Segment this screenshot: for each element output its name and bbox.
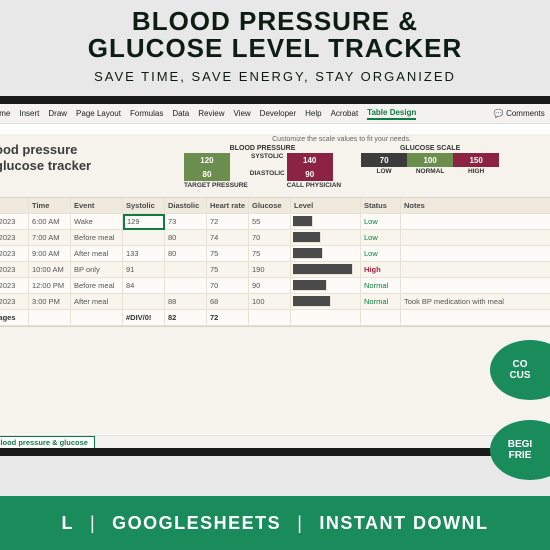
- col-glucose: Glucose: [249, 198, 291, 214]
- status-cell: Normal: [361, 294, 401, 310]
- table-row[interactable]: 6/22/20239:00 AMAfter meal133807575Low: [0, 246, 550, 262]
- bp-dia-target[interactable]: 80: [184, 167, 230, 181]
- notes-cell[interactable]: [401, 214, 550, 230]
- footer-sep-2: |: [297, 513, 303, 534]
- tab-review[interactable]: Review: [198, 109, 224, 118]
- col-status: Status: [361, 198, 401, 214]
- monitor-frame: ile Home Insert Draw Page Layout Formula…: [0, 96, 550, 456]
- tab-page-layout[interactable]: Page Layout: [76, 109, 121, 118]
- level-bar-cell: [291, 278, 361, 294]
- col-notes: Notes: [401, 198, 550, 214]
- tab-acrobat[interactable]: Acrobat: [331, 109, 359, 118]
- status-cell: High: [361, 262, 401, 278]
- col-heart-rate: Heart rate: [207, 198, 249, 214]
- ribbon-tabs: ile Home Insert Draw Page Layout Formula…: [0, 104, 550, 124]
- data-table[interactable]: Date Time Event Systolic Diastolic Heart…: [0, 197, 550, 327]
- sheet-title: Blood pressure & glucose tracker: [0, 134, 101, 175]
- notes-cell[interactable]: Took BP medication with meal: [401, 294, 550, 310]
- status-cell: Normal: [361, 278, 401, 294]
- glucose-low-label: LOW: [361, 168, 407, 175]
- comments-button[interactable]: 💬 Comments: [494, 109, 545, 118]
- tab-developer[interactable]: Developer: [260, 109, 296, 118]
- level-bar-cell: [291, 262, 361, 278]
- level-bar-cell: [291, 214, 361, 230]
- tab-view[interactable]: View: [233, 109, 250, 118]
- status-cell: Low: [361, 246, 401, 262]
- col-systolic: Systolic: [123, 198, 165, 214]
- bp-sys-call[interactable]: 140: [287, 153, 333, 167]
- footer-item-3: INSTANT DOWNL: [319, 513, 488, 534]
- notes-cell[interactable]: [401, 278, 550, 294]
- table-row[interactable]: 6/22/20233:00 PMAfter meal8868100NormalT…: [0, 294, 550, 310]
- avg-label: Averages: [0, 310, 29, 326]
- bp-systolic-label: SYSTOLIC: [250, 153, 285, 160]
- scale-block: BLOOD PRESSURE 120 80 TARGET PRESS: [101, 145, 550, 189]
- bp-sys-target[interactable]: 120: [184, 153, 230, 167]
- customize-text: Customize the scale values to fit your n…: [101, 134, 550, 143]
- sheet-area: Blood pressure & glucose tracker Customi…: [0, 134, 550, 434]
- footer-bar: L | GOOGLESHEETS | INSTANT DOWNL: [0, 496, 550, 550]
- glucose-group-label: GLUCOSE SCALE: [400, 145, 460, 152]
- level-bar-cell: [291, 230, 361, 246]
- avg-hr: 72: [207, 310, 249, 326]
- glucose-normal-label: NORMAL: [407, 168, 453, 175]
- table-row[interactable]: 6/22/20236:00 AMWake129737255Low: [0, 214, 550, 230]
- bp-diastolic-label: DIASTOLIC: [250, 170, 285, 177]
- footer-sep-1: |: [90, 513, 96, 534]
- bp-dia-call[interactable]: 90: [287, 167, 333, 181]
- hero-title-line2: GLUCOSE LEVEL TRACKER: [0, 35, 550, 62]
- glucose-high-val[interactable]: 150: [453, 153, 499, 167]
- notes-cell[interactable]: [401, 230, 550, 246]
- sheet-tabs: Blood pressure & glucose: [0, 435, 550, 448]
- averages-row: Averages #DIV/0! 82 72: [0, 310, 550, 326]
- avg-dia: 82: [165, 310, 207, 326]
- tab-draw[interactable]: Draw: [48, 109, 67, 118]
- table-header: Date Time Event Systolic Diastolic Heart…: [0, 198, 550, 214]
- col-event: Event: [71, 198, 123, 214]
- col-time: Time: [29, 198, 71, 214]
- col-level: Level: [291, 198, 361, 214]
- hero-title: BLOOD PRESSURE & GLUCOSE LEVEL TRACKER: [0, 0, 550, 63]
- glucose-low-val[interactable]: 70: [361, 153, 407, 167]
- status-cell: Low: [361, 214, 401, 230]
- col-date: Date: [0, 198, 29, 214]
- level-bar-cell: [291, 294, 361, 310]
- bp-group-label: BLOOD PRESSURE: [230, 145, 296, 152]
- table-row[interactable]: 6/22/20237:00 AMBefore meal807470Low: [0, 230, 550, 246]
- tab-table-design[interactable]: Table Design: [367, 108, 416, 120]
- avg-sys: #DIV/0!: [123, 310, 165, 326]
- hero-subtitle: SAVE TIME, SAVE ENERGY, STAY ORGANIZED: [0, 69, 550, 84]
- sheet-tab-main[interactable]: Blood pressure & glucose: [0, 436, 95, 448]
- table-row[interactable]: 6/22/202310:00 AMBP only9175190High: [0, 262, 550, 278]
- footer-item-2: GOOGLESHEETS: [112, 513, 281, 534]
- glucose-high-label: HIGH: [453, 168, 499, 175]
- tab-help[interactable]: Help: [305, 109, 321, 118]
- tab-formulas[interactable]: Formulas: [130, 109, 163, 118]
- selected-cell[interactable]: 129: [123, 214, 165, 230]
- notes-cell[interactable]: [401, 246, 550, 262]
- tab-insert[interactable]: Insert: [19, 109, 39, 118]
- excel-screen: ile Home Insert Draw Page Layout Formula…: [0, 104, 550, 448]
- glucose-normal-val[interactable]: 100: [407, 153, 453, 167]
- table-row[interactable]: 6/22/202312:00 PMBefore meal847090Normal: [0, 278, 550, 294]
- tab-home[interactable]: Home: [0, 109, 10, 118]
- status-cell: Low: [361, 230, 401, 246]
- notes-cell[interactable]: [401, 262, 550, 278]
- bp-call-label: CALL PHYSICIAN: [287, 182, 341, 189]
- footer-item-1: L: [61, 513, 74, 534]
- tab-data[interactable]: Data: [172, 109, 189, 118]
- hero-title-line1: BLOOD PRESSURE &: [0, 8, 550, 35]
- level-bar-cell: [291, 246, 361, 262]
- bp-target-label: TARGET PRESSURE: [184, 182, 248, 189]
- col-diastolic: Diastolic: [165, 198, 207, 214]
